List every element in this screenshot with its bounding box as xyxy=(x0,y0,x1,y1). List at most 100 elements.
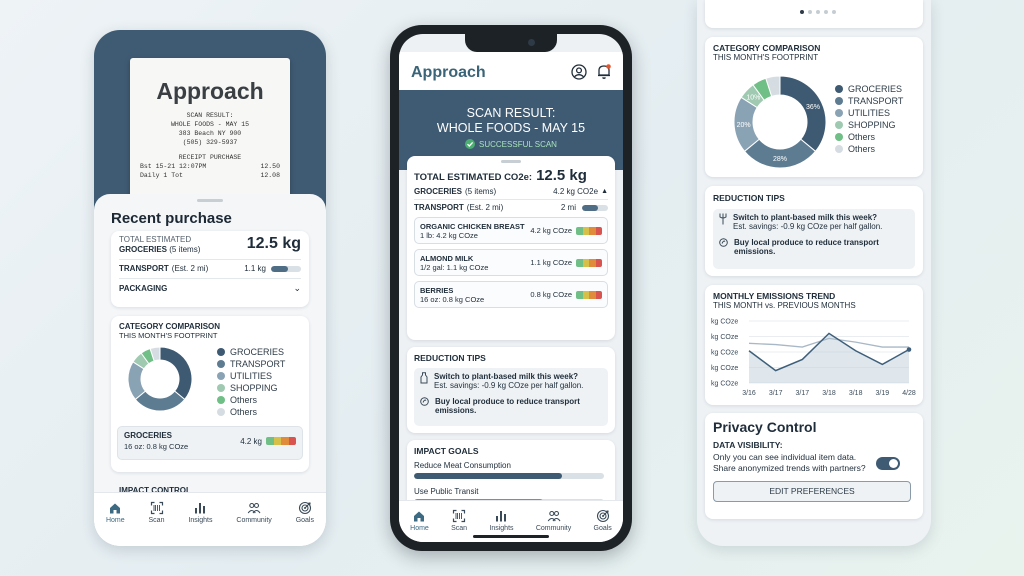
goal-progress-fill xyxy=(414,473,563,479)
legend-item: SHOPPING xyxy=(835,119,903,131)
tab-goals[interactable]: Goals xyxy=(594,509,612,532)
category-title: CATEGORY COMPARISON xyxy=(119,322,221,331)
barcode-scan-icon xyxy=(453,509,466,523)
slice-label: 20% xyxy=(737,122,751,129)
legend-item: SHOPPING xyxy=(217,382,285,394)
item-sub: 1 lb: 4.2 kg COze xyxy=(420,230,478,240)
transport-sub: (Est. 2 mi) xyxy=(466,203,504,212)
visibility-line: Share anonymized trends with partners? xyxy=(713,463,866,473)
page-title: Recent purchase xyxy=(111,210,232,227)
item-row[interactable]: BERRIES 16 oz: 0.8 kg COze 0.8 kg COze xyxy=(414,281,608,308)
donut-slice xyxy=(779,75,827,153)
sheet-handle[interactable] xyxy=(501,160,521,163)
legend-swatch xyxy=(835,97,843,105)
tip-item[interactable]: Switch to plant-based milk this week? Es… xyxy=(713,209,915,269)
tab-home[interactable]: Home xyxy=(410,509,429,532)
legend-label: GROCERIES xyxy=(848,84,903,94)
item-value: 4.2 kg COze xyxy=(530,226,572,235)
receipt-row-value: 12.08 xyxy=(260,172,280,179)
legend-swatch xyxy=(835,121,843,129)
tips-card: REDUCTION TIPS Switch to plant-based mil… xyxy=(705,186,923,276)
barcode-scan-icon xyxy=(150,501,163,515)
receipt-line: (505) 329-5937 xyxy=(182,139,238,146)
sheet-handle[interactable] xyxy=(197,199,223,202)
pager-dots[interactable] xyxy=(800,10,836,14)
tab-insights[interactable]: Insights xyxy=(489,509,514,532)
groceries-card[interactable]: GROCERIES 16 oz: 0.8 kg COze 4.2 kg xyxy=(117,426,303,460)
receipt-line: RECEIPT PURCHASE xyxy=(178,154,242,161)
total-card: TOTAL ESTIMATED CO2e: 12.5 kg GROCERIES … xyxy=(407,156,615,340)
share-toggle[interactable] xyxy=(875,456,900,470)
legend-item: UTILITIES xyxy=(217,370,285,382)
legend-label: SHOPPING xyxy=(848,120,896,130)
chevron-up-icon: ▲ xyxy=(601,188,608,195)
item-row[interactable]: ALMOND MILK 1/2 gal: 1.1 kg COze 1.1 kg CO… xyxy=(414,249,608,276)
x-tick-label: 3/17 xyxy=(796,390,810,397)
people-icon xyxy=(547,510,560,522)
transport-value: 1.1 kg xyxy=(244,264,266,273)
tab-label: Community xyxy=(236,517,272,524)
x-tick-label: 3/17 xyxy=(769,390,783,397)
heat-scale xyxy=(576,258,602,267)
legend-swatch xyxy=(217,360,225,368)
donut-slice xyxy=(149,346,161,362)
packaging-row[interactable]: PACKAGING ⌄ xyxy=(119,283,301,294)
y-tick-label: kg COze xyxy=(711,334,738,341)
item-name: ORGANIC CHICKEN BREAST xyxy=(420,221,525,231)
donut-slice xyxy=(134,390,186,412)
trend-title: MONTHLY EMISSIONS TREND xyxy=(713,291,836,301)
legend-item: GROCERIES xyxy=(835,83,903,95)
tab-scan[interactable]: Scan xyxy=(149,501,164,524)
groceries-count: (5 items) xyxy=(465,187,497,196)
category-subtitle: THIS MONTH'S FOOTPRINT xyxy=(119,331,218,340)
x-tick-label: 3/18 xyxy=(849,390,863,397)
legend-label: GROCERIES xyxy=(230,347,285,357)
legend-swatch xyxy=(835,133,843,141)
legend-label: UTILITIES xyxy=(230,371,273,381)
tips-card: REDUCTION TIPS Switch to plant-based mil… xyxy=(407,347,615,433)
tips-title: REDUCTION TIPS xyxy=(713,193,785,203)
transport-sub: (Est. 2 mi) xyxy=(171,264,209,273)
legend-item: Others xyxy=(835,131,903,143)
tab-label: Goals xyxy=(593,525,612,532)
summary-card: TOTAL ESTIMATED GROCERIES (5 items) 12.5… xyxy=(111,231,309,307)
bar-chart-icon xyxy=(195,503,206,514)
edit-preferences-button[interactable]: EDIT PREFERENCES xyxy=(713,481,911,502)
legend-label: Others xyxy=(230,407,258,417)
tab-insights[interactable]: Insights xyxy=(188,501,213,524)
transport-label: TRANSPORT xyxy=(119,264,169,273)
legend-label: TRANSPORT xyxy=(848,96,904,106)
donut-chart xyxy=(127,346,193,412)
total-label: TOTAL ESTIMATED CO2e: xyxy=(414,172,533,183)
total-label: TOTAL ESTIMATED xyxy=(119,235,192,244)
item-sub: 1/2 gal: 1.1 kg COze xyxy=(420,262,489,272)
heat-scale xyxy=(576,290,602,299)
tip-item[interactable]: Switch to plant-based milk this week? Es… xyxy=(414,368,608,426)
tab-label: Insights xyxy=(489,525,514,532)
tab-bar: Home Scan Insights Community Goals xyxy=(94,492,326,546)
tab-goals[interactable]: Goals xyxy=(296,501,314,524)
tab-community[interactable]: Community xyxy=(236,501,272,524)
tab-home[interactable]: Home xyxy=(106,501,125,524)
bell-icon[interactable] xyxy=(596,63,612,80)
tab-label: Scan xyxy=(451,525,468,532)
transport-bar-fill xyxy=(582,204,598,211)
legend-label: UTILITIES xyxy=(848,108,891,118)
tab-label: Home xyxy=(105,517,125,524)
tab-community[interactable]: Community xyxy=(536,509,571,532)
tab-scan[interactable]: Scan xyxy=(451,509,467,532)
item-name: BERRIES xyxy=(420,285,454,295)
goal-label: Reduce Meat Consumption xyxy=(414,461,511,470)
tab-label: Home xyxy=(410,525,429,532)
groceries-row[interactable]: GROCERIES (5 items) 4.2 kg CO2e ▲ xyxy=(414,187,608,196)
series-point xyxy=(906,347,912,352)
goal-progress xyxy=(414,473,604,479)
legend-swatch xyxy=(835,85,843,93)
category-subtitle: THIS MONTH'S FOOTPRINT xyxy=(713,53,819,62)
item-row[interactable]: ORGANIC CHICKEN BREAST 1 lb: 4.2 kg COze 4… xyxy=(414,217,608,244)
profile-icon[interactable] xyxy=(571,64,587,80)
item-value: 1.1 kg COze xyxy=(530,258,572,267)
slice-label: 10% xyxy=(746,95,760,102)
tab-label: Goals xyxy=(295,517,314,524)
app-logo: Approach xyxy=(411,64,486,81)
